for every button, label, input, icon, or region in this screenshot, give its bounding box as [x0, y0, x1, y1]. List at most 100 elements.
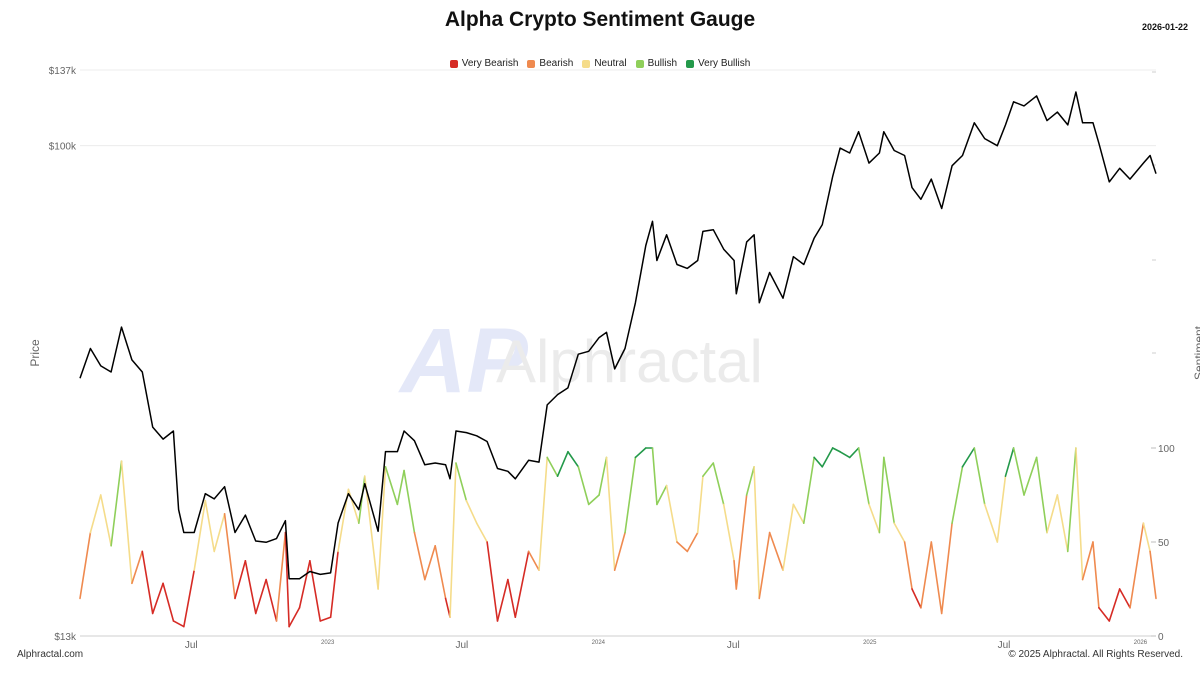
sentiment-segment	[265, 578, 278, 622]
price-line	[79, 91, 1157, 580]
sentiment-segment	[1046, 494, 1059, 534]
sentiment-segment	[396, 469, 405, 506]
sentiment-segment	[868, 503, 881, 534]
legend-swatch	[635, 59, 644, 68]
sentiment-segment	[120, 460, 133, 585]
sentiment-segment	[193, 499, 207, 572]
sentiment-segment	[813, 456, 824, 468]
legend-label: Neutral	[594, 58, 627, 69]
x-tick-label: 2023	[321, 640, 335, 646]
legend-item-neutral[interactable]: Neutral	[582, 58, 627, 69]
sentiment-segment	[613, 531, 626, 572]
sentiment-segment	[973, 447, 986, 506]
sentiment-segment	[665, 484, 678, 543]
sentiment-segment	[465, 499, 478, 525]
sentiment-segment	[556, 450, 569, 478]
sentiment-segment	[141, 550, 154, 615]
sentiment-segment	[722, 503, 735, 562]
sentiment-segment	[538, 456, 548, 572]
sentiment-segment	[1035, 456, 1048, 534]
sentiment-segment	[377, 465, 387, 590]
sentiment-segment	[514, 550, 530, 619]
sentiment-segment	[567, 450, 580, 468]
sentiment-segment	[254, 578, 267, 615]
sentiment-segment	[839, 450, 851, 459]
sentiment-segment	[1075, 447, 1084, 581]
sentiment-axis-title: Sentiment	[1192, 325, 1200, 380]
sentiment-segment	[363, 475, 379, 590]
sentiment-segment	[162, 582, 175, 622]
sentiment-segment	[131, 550, 144, 585]
sentiment-segment	[449, 462, 457, 619]
sentiment-segment	[1066, 447, 1077, 553]
legend-swatch	[582, 59, 591, 68]
sentiment-segment	[686, 531, 699, 553]
sentiment-segment	[527, 550, 540, 572]
legend-label: Bullish	[647, 58, 678, 69]
footer-site[interactable]: Alphractal.com	[17, 649, 84, 660]
sentiment-tick-label: 0	[1158, 632, 1164, 643]
sentiment-segment	[624, 456, 637, 534]
sentiment-segment	[89, 494, 102, 534]
price-axis-title: Price	[28, 339, 42, 367]
sentiment-segment	[735, 494, 748, 590]
legend-swatch	[449, 59, 458, 68]
sentiment-segment	[213, 512, 226, 553]
legend-label: Very Bullish	[698, 58, 751, 69]
sentiment-segment	[940, 522, 953, 615]
legend-item-very-bullish[interactable]: Very Bullish	[686, 58, 750, 69]
sentiment-segment	[413, 531, 426, 581]
sentiment-segment	[930, 541, 943, 615]
sentiment-segment	[696, 475, 704, 534]
sentiment-segment	[298, 559, 311, 609]
legend-item-very-bearish[interactable]: Very Bearish	[449, 58, 518, 69]
sentiment-segment	[223, 512, 236, 600]
sentiment-segment	[702, 462, 715, 478]
sentiment-segment	[496, 578, 509, 622]
sentiment-segment	[821, 447, 834, 468]
sentiment-segment	[1149, 550, 1157, 600]
sentiment-tick-label: 50	[1158, 538, 1170, 549]
sentiment-segment	[329, 550, 339, 619]
sentiment-segment	[507, 578, 517, 619]
sentiment-segment	[110, 460, 123, 547]
sentiment-segment	[444, 597, 451, 619]
sentiment-segment	[656, 484, 668, 506]
sentiment-segment	[651, 447, 658, 506]
sentiment-segment	[384, 465, 399, 506]
legend-swatch	[527, 59, 536, 68]
sentiment-segment	[634, 447, 647, 459]
sentiment-segment	[577, 465, 590, 506]
sentiment-segment	[434, 544, 447, 600]
sentiment-segment	[878, 456, 885, 534]
sentiment-segment	[424, 544, 437, 581]
x-tick-label: 2025	[863, 640, 877, 646]
sentiment-segment	[486, 541, 499, 622]
sentiment-segment	[1092, 541, 1100, 609]
sentiment-segment	[676, 541, 689, 553]
sentiment-segment	[284, 531, 290, 628]
x-tick-label: 2026	[1134, 640, 1148, 646]
sentiment-segment	[234, 559, 247, 600]
sentiment-segment	[831, 447, 841, 453]
sentiment-segment	[403, 469, 416, 534]
sentiment-segment	[1098, 606, 1111, 622]
legend-item-bearish[interactable]: Bearish	[527, 58, 573, 69]
legend: Very Bearish Bearish Neutral Bullish Very Bu…	[0, 58, 1200, 69]
sentiment-segment	[768, 531, 784, 572]
x-tick-label: Jul	[998, 640, 1011, 651]
watermark-brand: Alphractal	[496, 328, 763, 395]
sentiment-segment	[1108, 588, 1121, 622]
sentiment-segment	[475, 522, 488, 543]
sentiment-segment	[455, 462, 468, 502]
sentiment-segment	[733, 559, 738, 590]
sentiment-segment	[712, 462, 725, 506]
legend-item-bullish[interactable]: Bullish	[635, 58, 678, 69]
sentiment-segment	[758, 531, 771, 600]
sentiment-segment	[1142, 522, 1151, 553]
sentiment-segment	[309, 559, 322, 622]
sentiment-segment	[893, 522, 906, 543]
sentiment-segment	[983, 503, 999, 543]
